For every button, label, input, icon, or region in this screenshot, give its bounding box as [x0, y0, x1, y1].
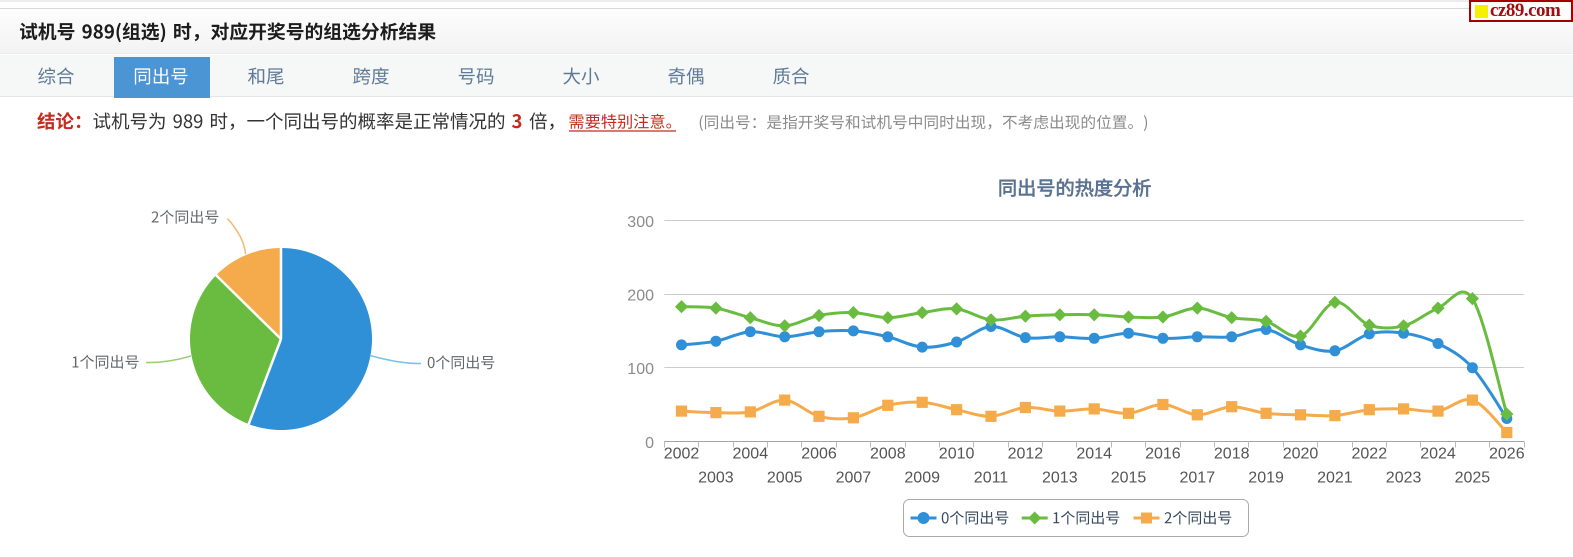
svg-text:2012: 2012: [1008, 446, 1044, 463]
svg-text:2015: 2015: [1111, 470, 1147, 487]
svg-text:2018: 2018: [1214, 446, 1250, 463]
svg-text:0: 0: [645, 435, 654, 452]
svg-text:200: 200: [627, 288, 654, 305]
svg-text:2002: 2002: [664, 446, 700, 463]
svg-text:2004: 2004: [733, 446, 769, 463]
svg-text:2021: 2021: [1317, 470, 1353, 487]
svg-text:2008: 2008: [870, 446, 906, 463]
svg-text:2013: 2013: [1042, 470, 1078, 487]
svg-text:2007: 2007: [836, 470, 872, 487]
svg-text:2019: 2019: [1248, 470, 1284, 487]
svg-text:2025: 2025: [1455, 470, 1491, 487]
svg-text:2026: 2026: [1489, 446, 1525, 463]
svg-text:2016: 2016: [1145, 446, 1181, 463]
svg-text:300: 300: [627, 214, 654, 231]
svg-text:100: 100: [627, 361, 654, 378]
svg-text:2024: 2024: [1420, 446, 1456, 463]
svg-text:2006: 2006: [801, 446, 837, 463]
svg-text:2020: 2020: [1283, 446, 1319, 463]
svg-text:2023: 2023: [1386, 470, 1422, 487]
svg-text:2014: 2014: [1076, 446, 1112, 463]
svg-text:2003: 2003: [698, 470, 734, 487]
svg-text:2010: 2010: [939, 446, 975, 463]
svg-text:2011: 2011: [974, 470, 1009, 487]
svg-text:2017: 2017: [1180, 470, 1216, 487]
svg-text:2005: 2005: [767, 470, 803, 487]
svg-text:2022: 2022: [1352, 446, 1388, 463]
svg-text:2009: 2009: [904, 470, 940, 487]
